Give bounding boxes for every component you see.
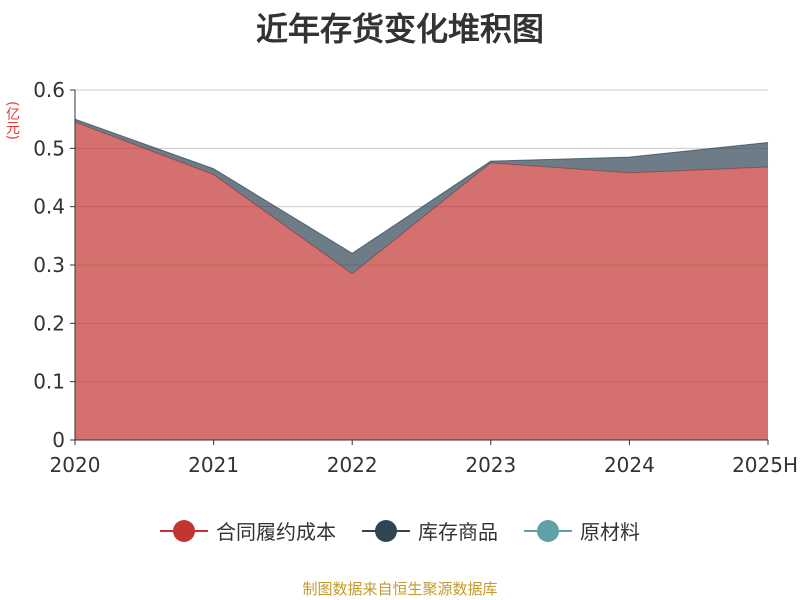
legend-item-inventory-goods[interactable]: 库存商品 <box>362 516 498 545</box>
y-tick-label: 0.6 <box>33 78 65 102</box>
legend-marker-inventory-goods <box>362 518 410 544</box>
legend-marker-raw-materials <box>524 518 572 544</box>
x-tick-label: 2021 <box>188 453 239 477</box>
legend: 合同履约成本 库存商品 原材料 <box>0 516 800 545</box>
legend-label: 库存商品 <box>418 520 498 544</box>
x-tick-label: 2023 <box>465 453 516 477</box>
y-tick-label: 0.2 <box>33 311 65 335</box>
x-tick-label: 2020 <box>50 453 101 477</box>
legend-dot <box>375 519 397 542</box>
y-tick-label: 0 <box>52 428 65 452</box>
legend-label: 原材料 <box>580 520 640 544</box>
y-tick-label: 0.1 <box>33 370 65 394</box>
y-tick-label: 0.5 <box>33 136 65 160</box>
legend-marker-contract-cost <box>160 518 208 544</box>
x-tick-label: 2022 <box>327 453 378 477</box>
chart-title: 近年存货变化堆积图 <box>255 10 544 48</box>
x-tick-label: 2024 <box>604 453 655 477</box>
y-tick-label: 0.3 <box>33 253 65 277</box>
legend-label: 合同履约成本 <box>216 520 336 544</box>
legend-dot <box>173 519 195 542</box>
legend-dot <box>537 519 559 542</box>
legend-item-raw-materials[interactable]: 原材料 <box>524 516 640 545</box>
area-series-0 <box>75 122 768 440</box>
y-axis-unit: (亿元) <box>4 100 20 140</box>
source-footer: 制图数据来自恒生聚源数据库 <box>302 580 498 598</box>
y-tick-label: 0.4 <box>33 195 65 219</box>
legend-item-contract-cost[interactable]: 合同履约成本 <box>160 516 336 545</box>
x-tick-label: 2025H <box>732 453 798 477</box>
line-series-1 <box>74 118 769 254</box>
